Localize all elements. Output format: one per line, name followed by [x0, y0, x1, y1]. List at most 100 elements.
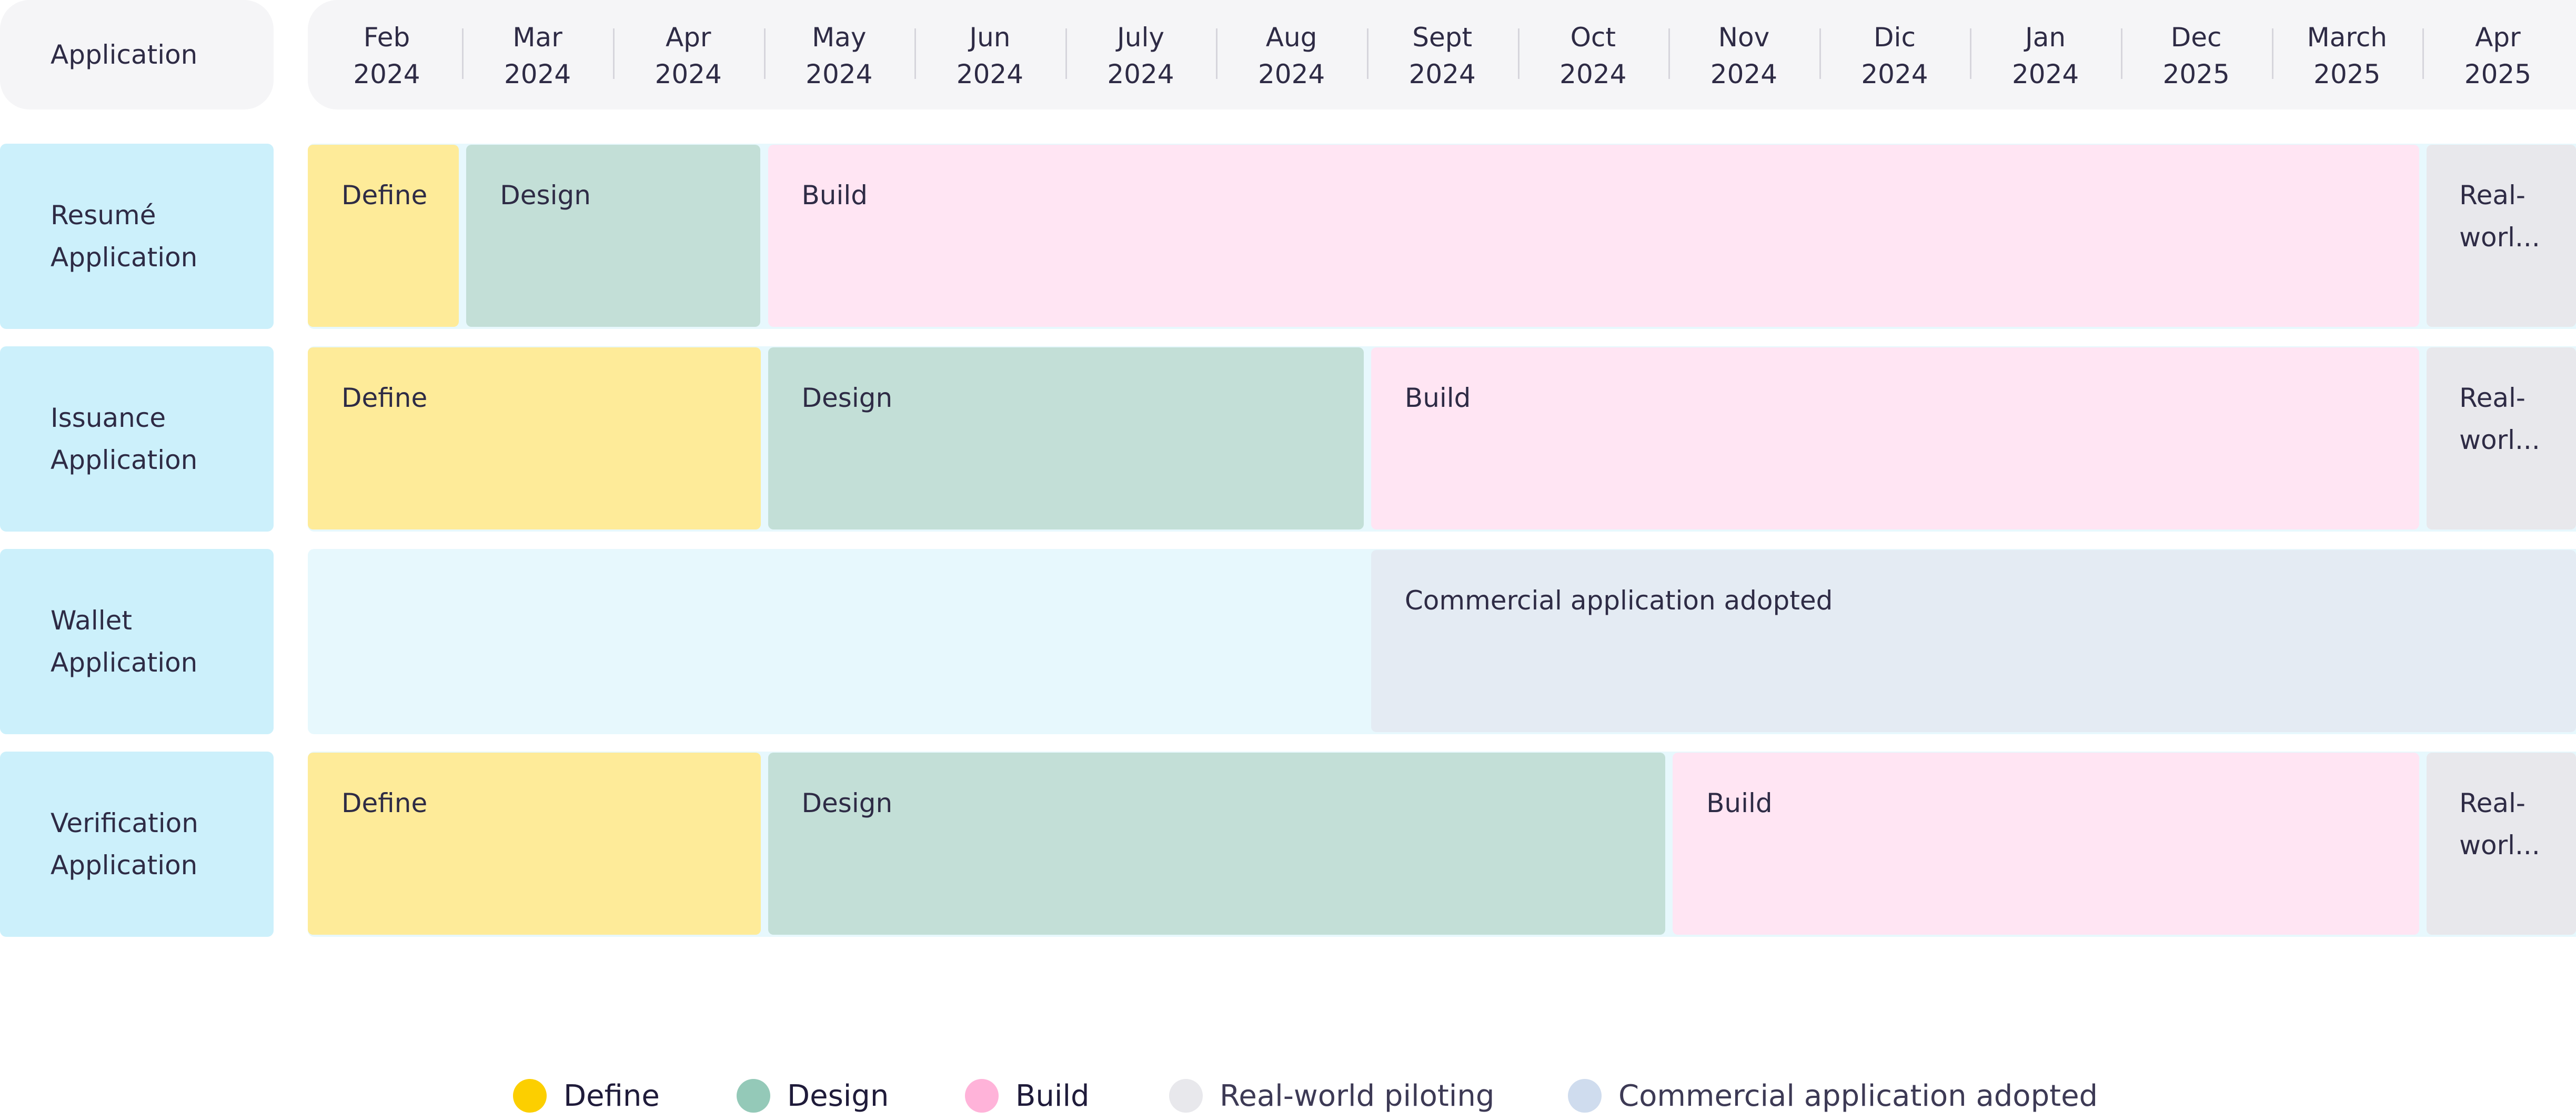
phase-bar-label: Build	[801, 180, 868, 211]
month-year: 2024	[2011, 59, 2079, 89]
legend-swatch	[965, 1079, 999, 1113]
month-year: 2024	[1861, 59, 1928, 89]
month-separator	[1819, 28, 1821, 79]
month-name: Oct	[1570, 22, 1616, 53]
phase-bar-label: Commercial application adopted	[1404, 585, 1833, 616]
legend-swatch	[513, 1079, 547, 1113]
month-separator	[462, 28, 464, 79]
month-name: Jan	[2025, 22, 2066, 53]
month-label: Feb 2024	[311, 19, 462, 93]
month-label: Jun 2024	[914, 19, 1065, 93]
legend-swatch	[737, 1079, 770, 1113]
month-label: Dec 2025	[2121, 19, 2271, 93]
legend-label: Build	[1015, 1078, 1090, 1113]
phase-bar-label: Design	[801, 383, 893, 413]
phase-bar-define: Define	[308, 347, 761, 529]
phase-bar-build: Build	[768, 145, 2420, 327]
row-label: Issuance Application	[0, 346, 274, 532]
legend-label: Define	[564, 1078, 660, 1113]
month-separator	[1065, 28, 1067, 79]
month-name: Apr	[2475, 22, 2521, 53]
phase-bar-label: Define	[341, 180, 428, 211]
month-name: May	[812, 22, 867, 53]
month-separator	[763, 28, 766, 79]
month-year: 2024	[956, 59, 1024, 89]
month-separator	[2120, 28, 2122, 79]
phase-bar-design: Design	[768, 753, 1666, 935]
month-label: Aug 2024	[1216, 19, 1367, 93]
month-year: 2024	[1559, 59, 1627, 89]
month-separator	[1668, 28, 1671, 79]
legend-swatch	[1568, 1079, 1602, 1113]
header-application-text: Application	[51, 39, 198, 70]
month-year: 2024	[655, 59, 722, 89]
month-separator	[612, 28, 615, 79]
phase-bar-define: Define	[308, 753, 761, 935]
month-year: 2024	[504, 59, 571, 89]
phase-bar-label: Build	[1706, 788, 1773, 818]
legend-item-define: Define	[513, 1075, 660, 1117]
row-label-text: Resumé Application	[51, 200, 198, 273]
phase-bar-label: Real- worl...	[2459, 788, 2540, 861]
month-year: 2024	[806, 59, 873, 89]
phase-bar-label: Real- worl...	[2459, 180, 2540, 253]
month-separator	[1366, 28, 1368, 79]
month-year: 2024	[353, 59, 420, 89]
month-label: Jan 2024	[1970, 19, 2121, 93]
month-label: May 2024	[764, 19, 914, 93]
month-year: 2025	[2464, 59, 2532, 89]
phase-bar-label: Build	[1404, 383, 1471, 413]
month-name: July	[1117, 22, 1164, 53]
month-name: Dic	[1874, 22, 1916, 53]
phase-bar-design: Design	[768, 347, 1364, 529]
month-separator	[1216, 28, 1218, 79]
month-label: Apr 2025	[2422, 19, 2573, 93]
phase-bar-define: Define	[308, 145, 459, 327]
phase-bar-label: Define	[341, 788, 428, 818]
row-label-text: Issuance Application	[51, 403, 198, 475]
month-separator	[914, 28, 917, 79]
month-label: March 2025	[2272, 19, 2422, 93]
month-separator	[1970, 28, 1972, 79]
phase-bar-label: Define	[341, 383, 428, 413]
phase-bar-commercial-application-adopted: Commercial application adopted	[1371, 550, 2576, 732]
phase-bar-design: Design	[466, 145, 761, 327]
month-name: Dec	[2170, 22, 2222, 53]
phase-bar-real-world-piloting: Real- worl...	[2427, 753, 2576, 935]
header-application-label: Application	[0, 0, 274, 109]
legend-label: Real-world piloting	[1220, 1078, 1495, 1113]
month-label: Apr 2024	[613, 19, 763, 93]
month-name: Apr	[665, 22, 711, 53]
month-label: July 2024	[1065, 19, 1216, 93]
row-label: Wallet Application	[0, 549, 274, 734]
legend-item-build: Build	[965, 1075, 1090, 1117]
row-label: Verification Application	[0, 752, 274, 937]
row-label-text: Verification Application	[51, 808, 198, 881]
legend-item-real-world-piloting: Real-world piloting	[1169, 1075, 1494, 1117]
legend-label: Design	[787, 1078, 889, 1113]
legend-swatch	[1169, 1079, 1203, 1113]
legend-label: Commercial application adopted	[1618, 1078, 2098, 1113]
month-separator	[2422, 28, 2424, 79]
month-label: Nov 2024	[1668, 19, 1819, 93]
month-name: Mar	[512, 22, 562, 53]
month-year: 2024	[1710, 59, 1778, 89]
month-name: March	[2307, 22, 2387, 53]
month-label: Sept 2024	[1367, 19, 1517, 93]
phase-bar-label: Design	[801, 788, 893, 818]
month-year: 2024	[1257, 59, 1325, 89]
month-year: 2025	[2162, 59, 2230, 89]
month-name: Jun	[969, 22, 1011, 53]
month-separator	[2271, 28, 2273, 79]
phase-bar-build: Build	[1371, 347, 2420, 529]
phase-bar-real-world-piloting: Real- worl...	[2427, 145, 2576, 327]
month-label: Mar 2024	[462, 19, 613, 93]
month-name: Sept	[1412, 22, 1473, 53]
month-label: Dic 2024	[1819, 19, 1970, 93]
month-year: 2025	[2313, 59, 2381, 89]
legend-item-commercial-application-adopted: Commercial application adopted	[1568, 1075, 2098, 1117]
month-year: 2024	[1107, 59, 1174, 89]
phase-bar-label: Real- worl...	[2459, 383, 2540, 455]
row-label-text: Wallet Application	[51, 605, 198, 678]
